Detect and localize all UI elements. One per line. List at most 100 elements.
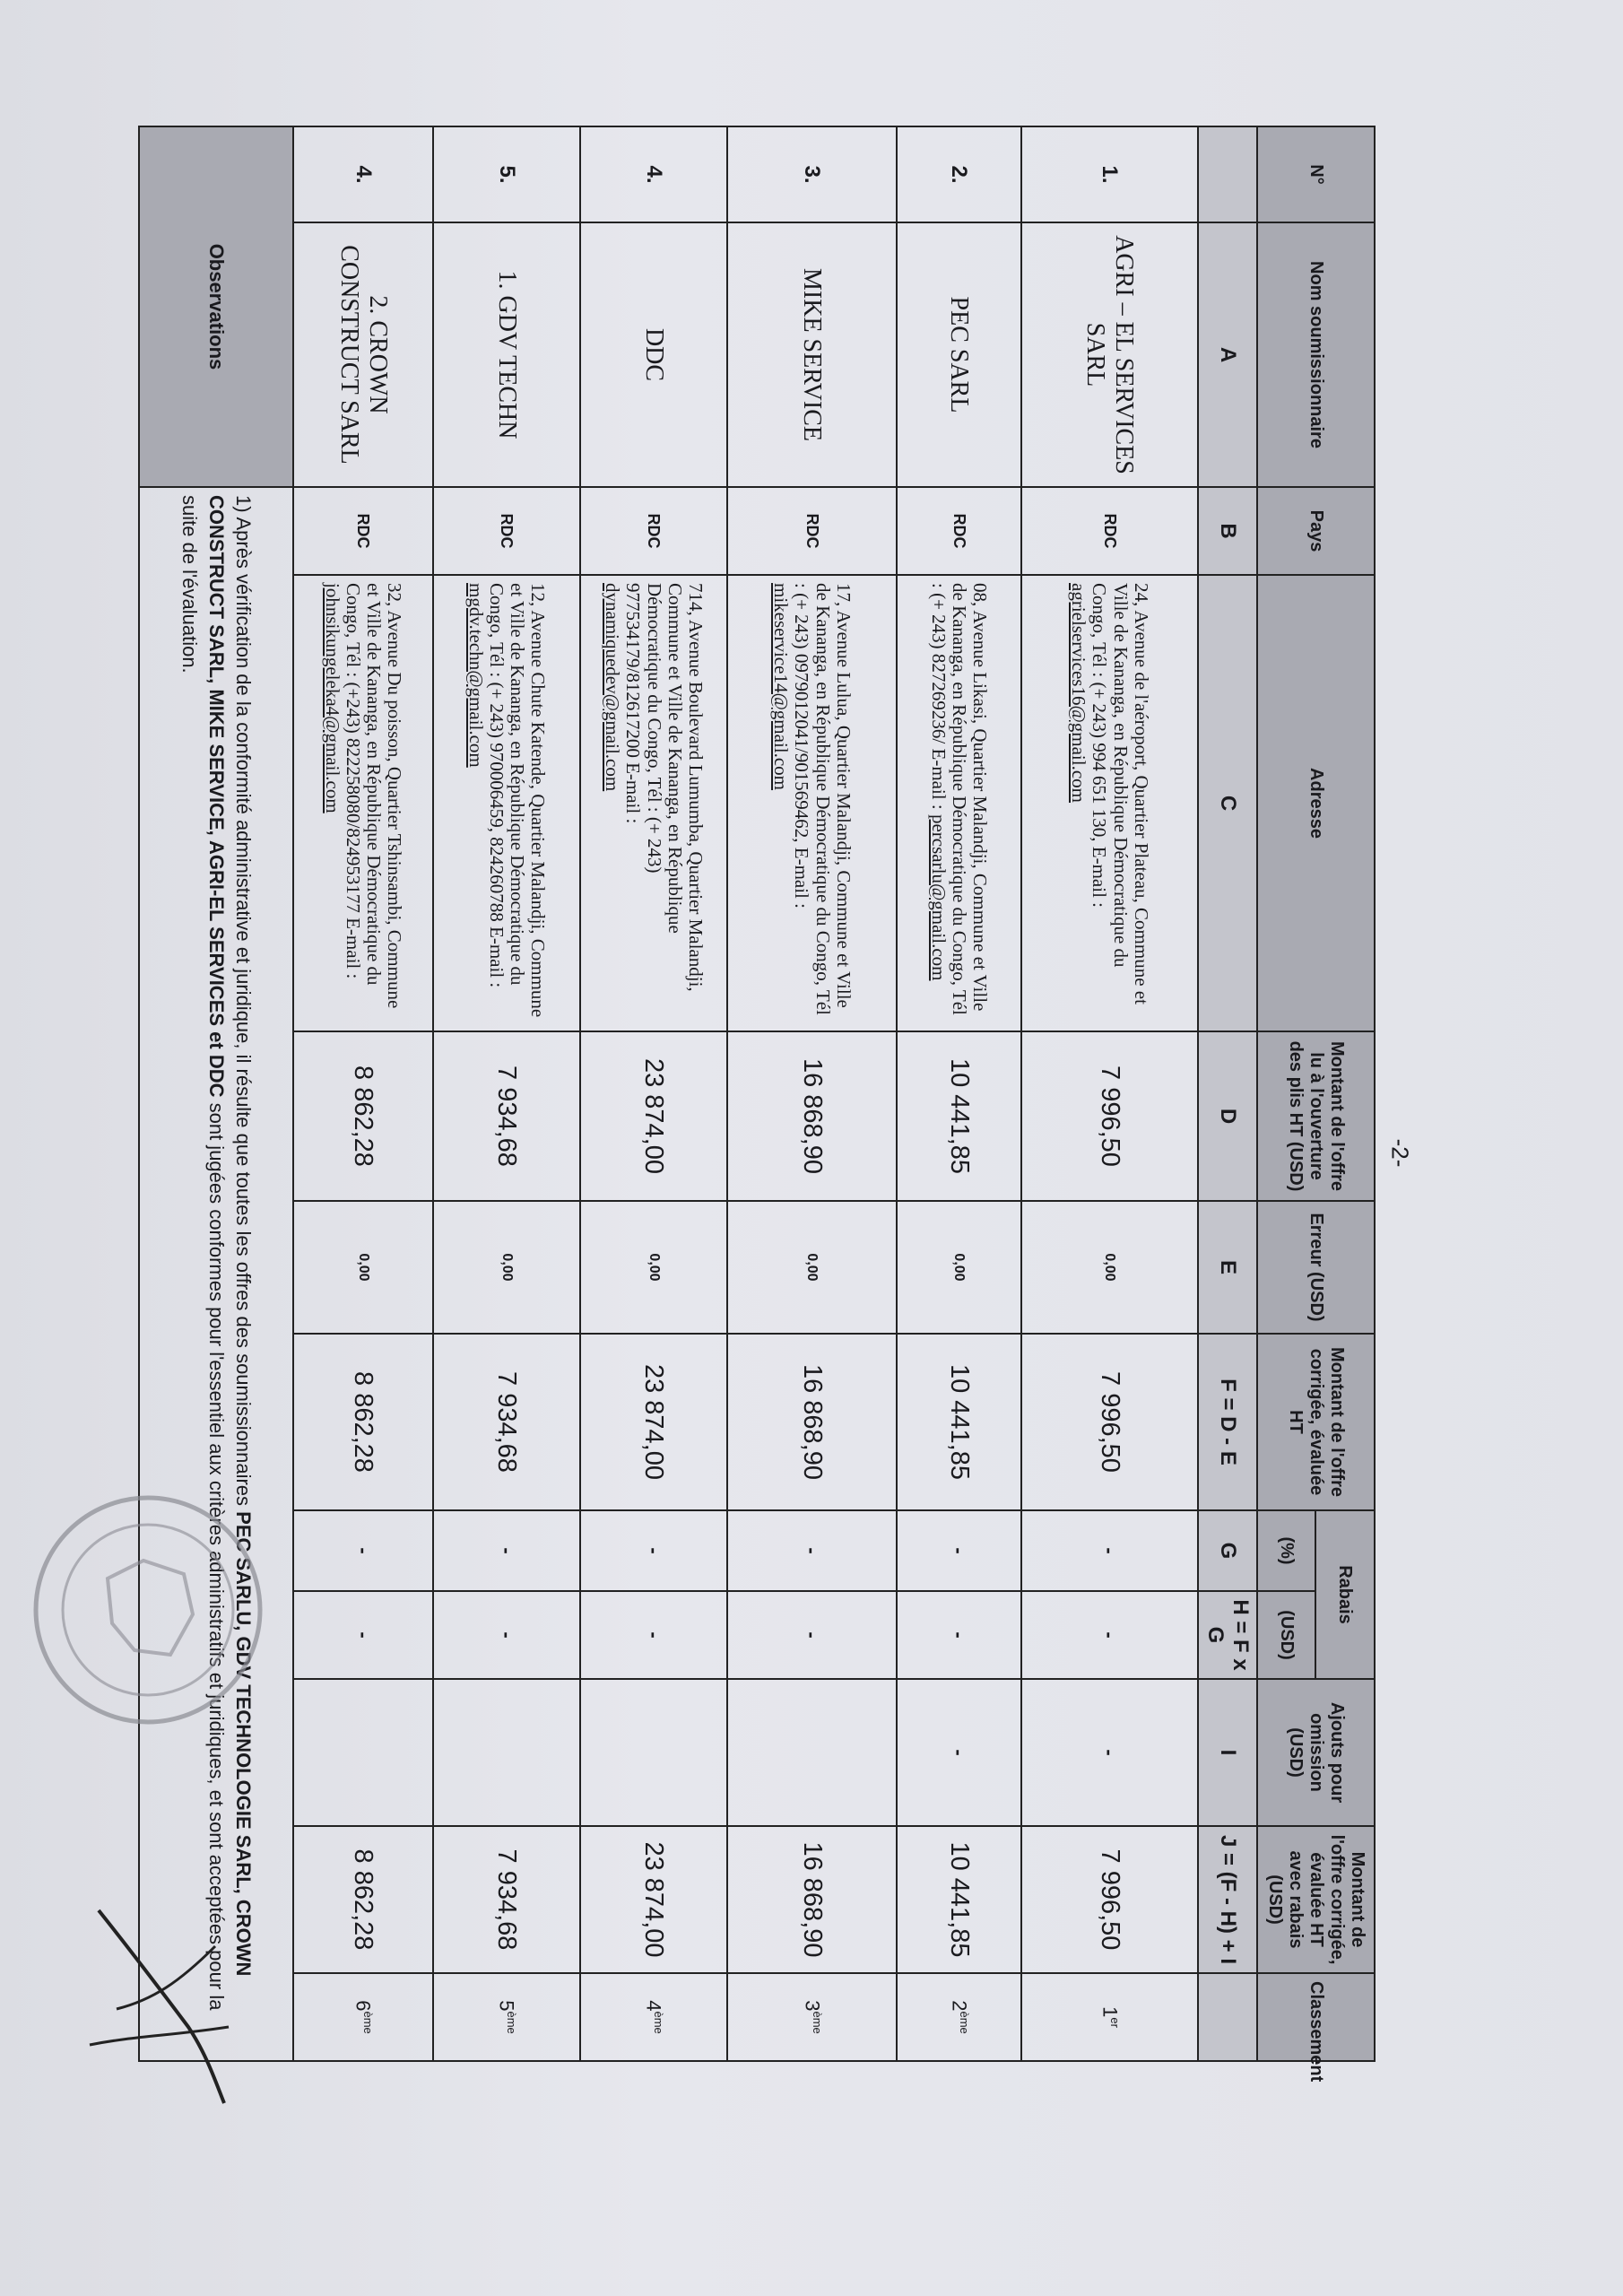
- header-no: N°: [1257, 126, 1375, 222]
- bidder-name: 1. GDV TECHN: [433, 222, 580, 487]
- header-classement: Classement: [1257, 1973, 1375, 2082]
- discount-percent: -: [580, 1510, 727, 1591]
- email-link[interactable]: agrielservices16@gmail.com: [1068, 583, 1090, 804]
- row-number: 5.: [433, 126, 580, 222]
- observations-text: 1) Après vérification de la conformité a…: [139, 487, 293, 2061]
- letter-cell: D: [1198, 1031, 1257, 1201]
- rank-suffix: ème: [810, 2011, 824, 2034]
- rank-number: 1: [1098, 2006, 1122, 2018]
- discount-percent: -: [897, 1510, 1021, 1591]
- bidder-row: 3. MIKE SERVICE RDC 17, Avenue Lulua, Quart…: [727, 126, 897, 2061]
- letter-cell: B: [1198, 487, 1257, 575]
- column-letters-row: A B C D E F = D - E G H = F x G I J = (F…: [1198, 126, 1257, 2061]
- ranking: 5ème: [433, 1973, 580, 2061]
- ranking: 2ème: [897, 1973, 1021, 2061]
- evaluation-table: N° Nom soumissionnaire Pays Adresse Mont…: [138, 126, 1376, 2082]
- amount-corrected: 7 934,68: [433, 1334, 580, 1510]
- letter-cell: J = (F - H) + I: [1198, 1826, 1257, 1973]
- letter-cell: I: [1198, 1679, 1257, 1826]
- additions-omission: -: [897, 1679, 1021, 1826]
- header-ajouts: Ajouts pour omission (USD): [1257, 1679, 1375, 1826]
- row-number: 1.: [1021, 126, 1198, 222]
- error-amount: 0,00: [293, 1201, 433, 1334]
- rank-suffix: er: [1107, 2017, 1122, 2028]
- address-text: 24, Avenue de l'aéroport, Quartier Plate…: [1089, 583, 1152, 1004]
- discount-usd: -: [433, 1591, 580, 1679]
- letter-cell: H = F x G: [1198, 1591, 1257, 1679]
- address-text: 714, Avenue Boulevard Lumumba, Quartier …: [622, 583, 707, 992]
- amount-final: 8 862,28: [293, 1826, 433, 1973]
- row-number: 2.: [897, 126, 1021, 222]
- bidder-address: 714, Avenue Boulevard Lumumba, Quartier …: [580, 575, 727, 1031]
- bidder-name: 2. CROWN CONSTRUCT SARL: [293, 222, 433, 487]
- address-text: 17, Avenue Lulua, Quartier Malandji, Com…: [791, 583, 855, 1015]
- email-link[interactable]: dynamiquedev@gmail.com: [602, 583, 624, 792]
- rank-suffix: ème: [957, 2011, 971, 2034]
- error-amount: 0,00: [433, 1201, 580, 1334]
- error-amount: 0,00: [727, 1201, 897, 1334]
- bidder-row: 1. AGRI – EL SERVICES SARL RDC 24, Avenue d…: [1021, 126, 1198, 2061]
- additions-omission: [580, 1679, 727, 1826]
- letter-cell: [1198, 126, 1257, 222]
- bidder-row: 4. 2. CROWN CONSTRUCT SARL RDC 32, Avenue D…: [293, 126, 433, 2061]
- email-link[interactable]: percsarlu@gmail.com: [927, 813, 950, 981]
- amount-corrected: 23 874,00: [580, 1334, 727, 1510]
- discount-usd: -: [580, 1591, 727, 1679]
- amount-corrected: 7 996,50: [1021, 1334, 1198, 1510]
- header-montant-final: Montant de l'offre corrigée, évaluée HT …: [1257, 1826, 1375, 1973]
- ranking: 6ème: [293, 1973, 433, 2061]
- additions-omission: -: [1021, 1679, 1198, 1826]
- row-number: 3.: [727, 126, 897, 222]
- header-montant-corrige: Montant de l'offre corrigée, évaluée HT: [1257, 1334, 1375, 1510]
- amount-corrected: 8 862,28: [293, 1334, 433, 1510]
- amount-read: 23 874,00: [580, 1031, 727, 1201]
- error-amount: 0,00: [580, 1201, 727, 1334]
- amount-read: 16 868,90: [727, 1031, 897, 1201]
- discount-usd: -: [293, 1591, 433, 1679]
- bidder-row: 2. PEC SARL RDC 08, Avenue Likasi, Quartier…: [897, 126, 1021, 2061]
- bidder-address: 17, Avenue Lulua, Quartier Malandji, Com…: [727, 575, 897, 1031]
- bidder-name: PEC SARL: [897, 222, 1021, 487]
- letter-cell: E: [1198, 1201, 1257, 1334]
- observations-text-1: 1) Après vérification de la conformité a…: [231, 495, 255, 1512]
- bidder-country: RDC: [1021, 487, 1198, 575]
- bidder-name: DDC: [580, 222, 727, 487]
- ranking: 1er: [1021, 1973, 1198, 2061]
- amount-final: 7 934,68: [433, 1826, 580, 1973]
- letter-cell: A: [1198, 222, 1257, 487]
- rank-number: 4: [642, 2000, 665, 2012]
- letter-cell: G: [1198, 1510, 1257, 1591]
- header-adresse: Adresse: [1257, 575, 1375, 1031]
- header-erreur: Erreur (USD): [1257, 1201, 1375, 1334]
- discount-percent: -: [293, 1510, 433, 1591]
- amount-final: 16 868,90: [727, 1826, 897, 1973]
- bidder-row: 4. DDC RDC 714, Avenue Boulevard Lumumba, Q…: [580, 126, 727, 2061]
- error-amount: 0,00: [1021, 1201, 1198, 1334]
- amount-read: 7 996,50: [1021, 1031, 1198, 1201]
- amount-read: 10 441,85: [897, 1031, 1021, 1201]
- email-link[interactable]: mikeservice14@gmail.com: [770, 583, 793, 791]
- letter-cell: [1198, 1973, 1257, 2061]
- ranking: 3ème: [727, 1973, 897, 2061]
- email-link[interactable]: johnsikungeleka4@gmail.com: [321, 583, 343, 813]
- observations-row: Observations 1) Après vérification de la…: [139, 126, 293, 2061]
- header-rabais-pct: (%): [1257, 1510, 1315, 1591]
- discount-usd: -: [1021, 1591, 1198, 1679]
- amount-final: 10 441,85: [897, 1826, 1021, 1973]
- rank-number: 6: [352, 2000, 375, 2012]
- letter-cell: F = D - E: [1198, 1334, 1257, 1510]
- amount-read: 8 862,28: [293, 1031, 433, 1201]
- additions-omission: [727, 1679, 897, 1826]
- bidder-address: 12, Avenue Chute Katende, Quartier Malan…: [433, 575, 580, 1031]
- letter-cell: C: [1198, 575, 1257, 1031]
- bidder-country: RDC: [433, 487, 580, 575]
- header-name: Nom soumissionnaire: [1257, 222, 1375, 487]
- address-text: 12, Avenue Chute Katende, Quartier Malan…: [486, 583, 550, 1018]
- discount-percent: -: [433, 1510, 580, 1591]
- bidder-address: 08, Avenue Likasi, Quartier Malandji, Co…: [897, 575, 1021, 1031]
- evaluation-table-rotated: N° Nom soumissionnaire Pays Adresse Mont…: [139, 126, 1376, 2082]
- email-link[interactable]: mgdv.techn@gmail.com: [464, 583, 487, 768]
- page-number: -2-: [1386, 1138, 1414, 1168]
- address-text: 32, Avenue Du poisson, Quartier Tshinsam…: [343, 583, 406, 1009]
